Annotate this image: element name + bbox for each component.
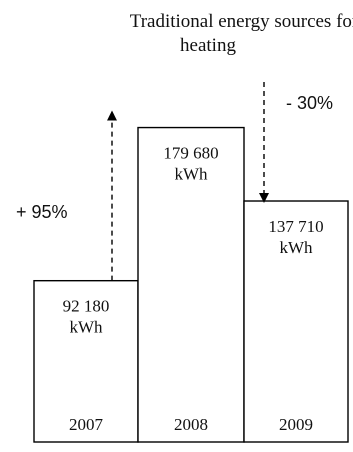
increase-label: + 95%: [16, 202, 68, 222]
unit-label-2009: kWh: [279, 238, 313, 257]
value-label-2009: 137 710: [268, 217, 323, 236]
category-label-2008: 2008: [174, 415, 208, 434]
bar-2007: [33, 279, 139, 443]
category-label-2009: 2009: [279, 415, 313, 434]
unit-label-2008: kWh: [174, 165, 208, 184]
bar-2009: [243, 200, 349, 443]
value-label-2007: 92 180: [63, 297, 110, 316]
category-label-2007: 2007: [69, 415, 104, 434]
chart-title-line-1: Traditional energy sources for: [130, 11, 353, 32]
value-label-2008: 179 680: [163, 144, 218, 163]
bar-2008: [137, 126, 245, 443]
chart-title-line-2: heating: [180, 35, 236, 56]
decrease-label: - 30%: [286, 93, 333, 113]
unit-label-2007: kWh: [69, 318, 103, 337]
